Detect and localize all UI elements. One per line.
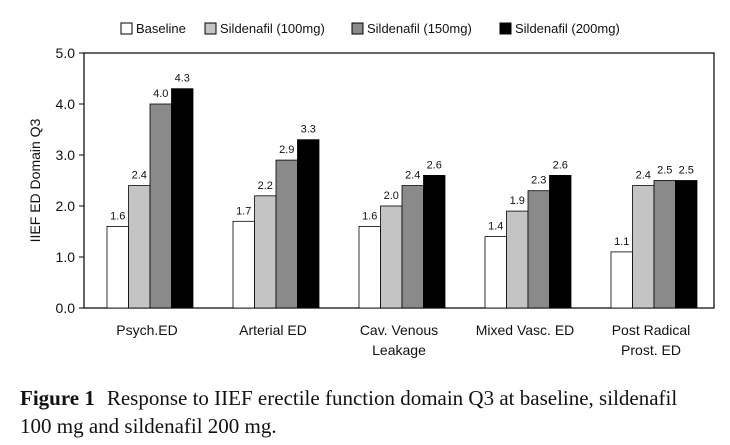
bar-value-label: 2.5 (657, 165, 672, 177)
bar (254, 195, 277, 309)
bar-value-label: 1.7 (236, 205, 251, 217)
x-tick-label: Leakage (372, 342, 426, 358)
y-axis-title: IIEF ED Domain Q3 (27, 118, 43, 242)
y-tick-label: 1.0 (56, 249, 76, 265)
bar-value-label: 4.3 (175, 73, 190, 85)
bar-value-label: 2.9 (279, 144, 294, 156)
legend-label: Sildenafil (150mg) (367, 21, 472, 36)
legend: Baseline Sildenafil (100mg) Sildenafil (15… (120, 21, 620, 36)
bar-chart: Baseline Sildenafil (100mg) Sildenafil (15… (27, 21, 715, 358)
bar (128, 185, 151, 309)
bar (297, 139, 320, 309)
bar (675, 180, 698, 309)
bar-value-label: 2.6 (553, 159, 568, 171)
figure-caption: Figure 1 Response to IIEF erectile functi… (20, 384, 710, 440)
bar-value-label: 2.4 (405, 170, 420, 182)
bar-value-label: 1.4 (488, 221, 503, 233)
bar-value-label: 2.2 (258, 180, 273, 192)
bar (232, 220, 255, 309)
legend-swatch (351, 22, 364, 35)
x-tick-label: Mixed Vasc. ED (476, 322, 575, 338)
bar (484, 236, 507, 309)
legend-swatch (120, 22, 133, 35)
y-tick-label: 0.0 (56, 300, 76, 316)
bar (549, 174, 572, 309)
y-tick-label: 5.0 (56, 45, 76, 61)
y-tick-label: 2.0 (56, 198, 76, 214)
bar-value-label: 2.4 (132, 170, 147, 182)
bar-value-label: 2.0 (384, 190, 399, 202)
bar (506, 210, 529, 309)
caption-label: Figure 1 (20, 386, 95, 410)
bar (527, 190, 550, 309)
bar-value-label: 2.5 (679, 165, 694, 177)
legend-label: Sildenafil (200mg) (515, 21, 620, 36)
bar (106, 225, 129, 309)
x-tick-label: Psych.ED (116, 322, 177, 338)
bar (358, 225, 381, 309)
bar (653, 180, 676, 309)
bar (275, 159, 298, 309)
bar-value-label: 1.6 (110, 210, 125, 222)
bar (401, 185, 424, 309)
bar (380, 205, 403, 309)
legend-swatch (499, 22, 512, 35)
legend-label: Sildenafil (100mg) (220, 21, 325, 36)
bar-value-label: 1.1 (614, 236, 629, 248)
bar (423, 174, 446, 309)
x-tick-label: Arterial ED (239, 322, 307, 338)
legend-label: Baseline (136, 21, 186, 36)
bar-value-label: 1.6 (362, 210, 377, 222)
bar (171, 88, 194, 309)
bar-value-label: 4.0 (153, 88, 168, 100)
bar (632, 185, 655, 309)
bar-value-label: 1.9 (510, 195, 525, 207)
caption-text: Response to IIEF erectile function domai… (20, 386, 678, 438)
x-tick-label: Prost. ED (621, 342, 681, 358)
x-tick-label: Cav. Venous (360, 322, 438, 338)
y-tick-label: 3.0 (56, 147, 76, 163)
bar-value-label: 2.6 (427, 159, 442, 171)
legend-swatch (204, 22, 217, 35)
x-tick-label: Post Radical (612, 322, 691, 338)
bar-value-label: 3.3 (301, 124, 316, 136)
bar (610, 251, 633, 309)
bar (149, 103, 172, 309)
bar-value-label: 2.3 (531, 175, 546, 187)
bar-value-label: 2.4 (636, 170, 651, 182)
y-tick-label: 4.0 (56, 96, 76, 112)
